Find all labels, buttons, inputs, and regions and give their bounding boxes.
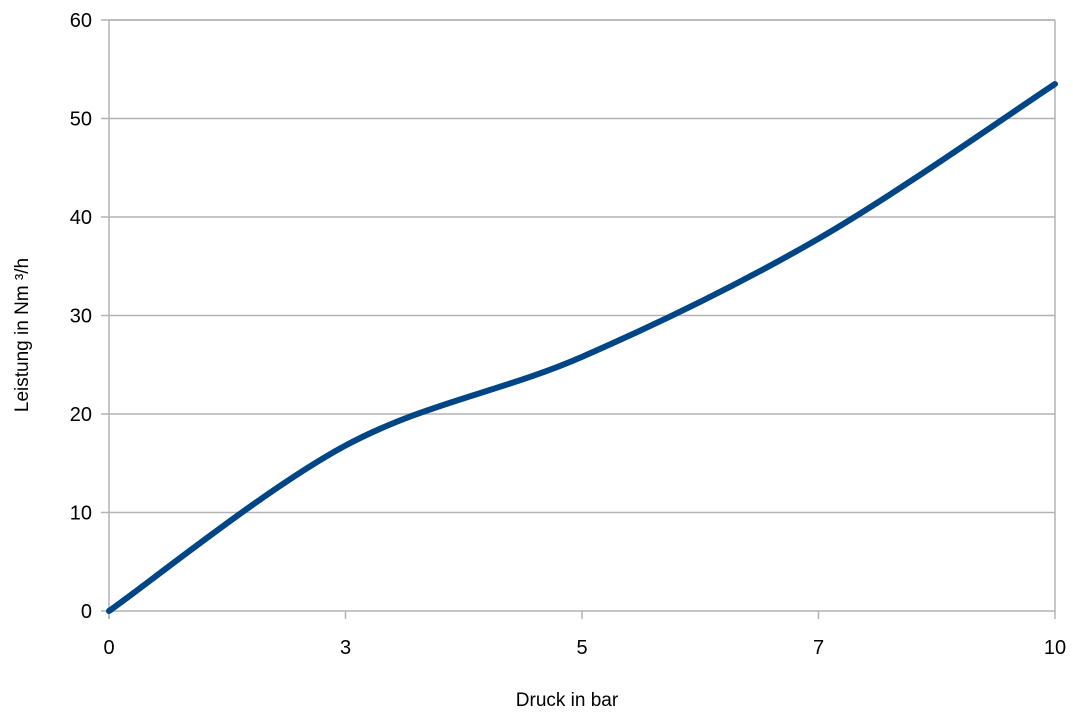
x-tick-label: 10 [1044,637,1066,659]
x-tick-label: 5 [576,637,587,659]
x-tick-labels: 0 3 5 7 10 [103,637,1066,659]
y-tick-label: 30 [70,306,92,328]
x-axis-title: Druck in bar [516,690,619,711]
y-axis-title: Leistung in Nm ³/h [12,258,33,412]
y-tick-label: 50 [70,109,92,131]
axes [101,19,1056,619]
x-tick-label: 7 [813,637,824,659]
x-tick-label: 0 [103,637,114,659]
y-tick-label: 20 [70,404,92,426]
x-tick-label: 3 [340,637,351,659]
y-tick-labels: 0 10 20 30 40 50 60 [70,10,92,623]
y-tick-label: 40 [70,207,92,229]
y-tick-label: 0 [81,601,92,623]
y-tick-label: 60 [70,10,92,32]
y-tick-label: 10 [70,503,92,525]
series-line [106,81,1058,614]
